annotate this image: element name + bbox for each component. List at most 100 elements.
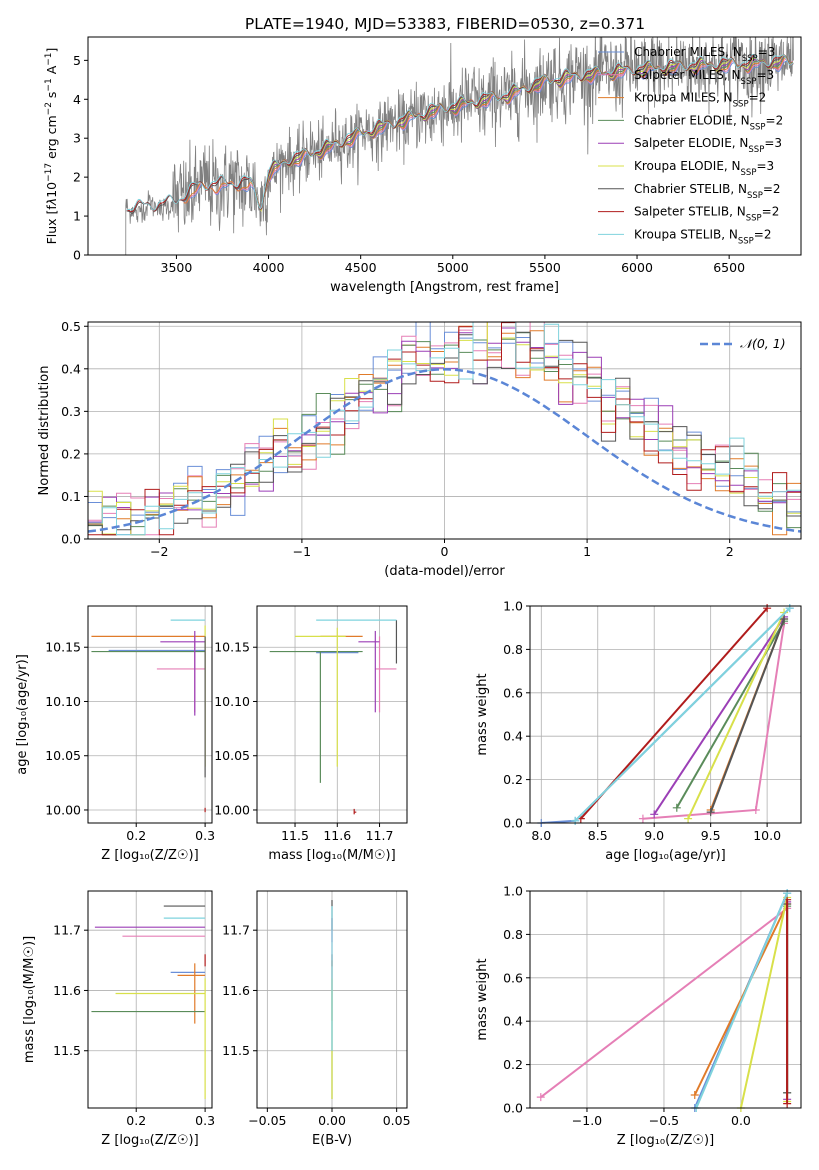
mass_vs_Z-frame [87,890,213,1109]
y-tick-label: 10.10 [214,694,250,709]
massweight_vs_Z-frame [529,890,802,1109]
x-tick-label: 3500 [161,260,193,275]
model-spectrum-krou_stelib [126,53,794,211]
x-tick-label: 2 [726,544,734,559]
x-axis-label: E(B-V) [312,1133,352,1148]
y-tick-label: 0.2 [503,1057,523,1072]
x-tick-label: 0 [441,544,449,559]
figure-title: PLATE=1940, MJD=53383, FIBERID=0530, z=0… [245,15,645,33]
legend-entry: Chabrier MILES, NSSP=3 [634,45,775,64]
weight-marker-salp_stelib [783,1099,792,1108]
age_vs_Z-frame [87,605,213,824]
x-tick-label: 10.0 [753,828,781,843]
y-axis-label: Normed distribution [37,366,52,496]
x-axis-label: age [log₁₀(age/yr)] [605,848,726,863]
y-tick-label: 0.0 [503,1101,523,1116]
hist-chab_stelib [88,331,801,536]
spectrum-axes: 3500 4000 4500 5000 5500 6000 6500 0 1 2 3 4 5 [73,53,745,275]
y-tick-label: 10.10 [45,694,81,709]
x-tick-label: 6000 [621,260,653,275]
age_vs_Z-axes: 0.2 0.3 10.00 10.05 10.10 10.15 [45,606,215,843]
x-tick-label: 4000 [253,260,285,275]
y-tick-label: 2 [73,170,81,185]
x-tick-label: 0.3 [195,828,215,843]
legend-entry: Kroupa MILES, NSSP=2 [634,91,766,110]
weight-marker-krou_miles [690,1090,699,1099]
x-tick-label: 11.7 [366,828,394,843]
massweight_vs_Z-axes: −1.0 −0.5 0.0 0.0 0.2 0.4 0.6 0.8 1.0 [503,884,801,1128]
weight-line-salp_miles [540,907,788,1098]
x-tick-label: 8.5 [588,828,608,843]
legend-entry: Salpeter ELODIE, NSSP=3 [634,136,782,155]
mass_vs_ebv-axes: −0.05 0.00 0.05 11.5 11.6 11.7 [222,891,411,1128]
hist-krou_elodie [88,322,801,536]
y-tick-label: 3 [73,131,81,146]
x-axis-label: (data-model)/error [384,564,505,579]
legend-entry: Salpeter MILES, NSSP=3 [634,68,774,87]
x-tick-label: 5000 [437,260,469,275]
y-tick-label: 5 [73,53,81,68]
weight-marker-chab_elodie [672,803,681,812]
weight-line-krou_stelib [695,892,789,1108]
weight-line-chab_stelib [709,618,786,813]
y-tick-label: 11.6 [53,983,81,998]
x-tick-label: 5500 [529,260,561,275]
y-tick-label: 0.0 [503,816,523,831]
x-tick-label: 0.3 [195,1113,215,1128]
y-tick-label: 11.7 [222,923,250,938]
spectrum-frame [87,36,802,256]
weight-marker-salp_miles [536,1093,545,1102]
x-tick-label: 8.0 [531,828,551,843]
weight-marker-krou_elodie [684,814,693,823]
x-tick-label: 4500 [345,260,377,275]
y-tick-label: 0.6 [503,685,523,700]
y-tick-label: 0.8 [503,927,523,942]
y-axis-label: mass weight [475,673,490,755]
x-tick-label: 11.5 [281,828,309,843]
legend-entry: Chabrier STELIB, NSSP=2 [634,182,781,201]
x-tick-label: −1 [293,544,311,559]
weight-line-krou_elodie [687,612,786,820]
x-axis-label: Z [log₁₀(Z/Z☉)] [101,848,198,863]
weight-line-krou_stelib [574,607,791,822]
weight-marker-chab_stelib [706,808,715,817]
y-tick-label: 10.05 [45,748,81,763]
x-tick-label: −0.05 [248,1113,286,1128]
y-tick-label: 10.00 [214,802,250,817]
weight-marker-chab_stelib [780,615,789,624]
mass_vs_ebv-frame [256,890,408,1109]
y-axis-label: Flux [fλ10−17 erg cm−2 s−1 A−1] [44,48,59,245]
x-axis-label: mass [log₁₀(M/M☉)] [268,848,395,863]
x-tick-label: 0.2 [126,828,146,843]
x-tick-label: 11.6 [323,828,351,843]
mass_vs_Z-axes: 0.2 0.3 11.5 11.6 11.7 [53,891,215,1128]
weight-line-krou_miles [693,903,789,1096]
y-tick-label: 11.7 [53,923,81,938]
x-tick-label: 0.0 [731,1113,751,1128]
y-tick-label: 0.2 [503,772,523,787]
y-tick-label: 0.4 [61,361,81,376]
gaussian-curve [88,368,801,533]
weight-line-salp_miles [642,623,786,820]
legend-entry: Kroupa ELODIE, NSSP=3 [634,159,774,178]
weight-line-krou_elodie [739,897,789,1108]
y-tick-label: 1 [73,209,81,224]
x-tick-label: 0.00 [318,1113,346,1128]
weight-marker-salp_miles [751,805,760,814]
y-tick-label: 11.5 [53,1043,81,1058]
y-tick-label: 0 [73,248,81,263]
y-tick-label: 0.3 [61,404,81,419]
hist-chab_miles [88,322,801,536]
x-tick-label: −1.0 [572,1113,602,1128]
histogram-frame [87,321,802,540]
x-tick-label: 0.2 [126,1113,146,1128]
y-tick-label: 11.5 [222,1043,250,1058]
y-tick-label: 11.6 [222,983,250,998]
y-tick-label: 10.15 [214,640,250,655]
x-tick-label: −2 [150,544,168,559]
x-tick-label: 1 [583,544,591,559]
y-tick-label: 4 [73,92,81,107]
age_vs_mass-frame [256,605,408,824]
legend-entry: Chabrier ELODIE, NSSP=2 [634,113,783,132]
massweight_vs_age-frame [529,605,802,824]
